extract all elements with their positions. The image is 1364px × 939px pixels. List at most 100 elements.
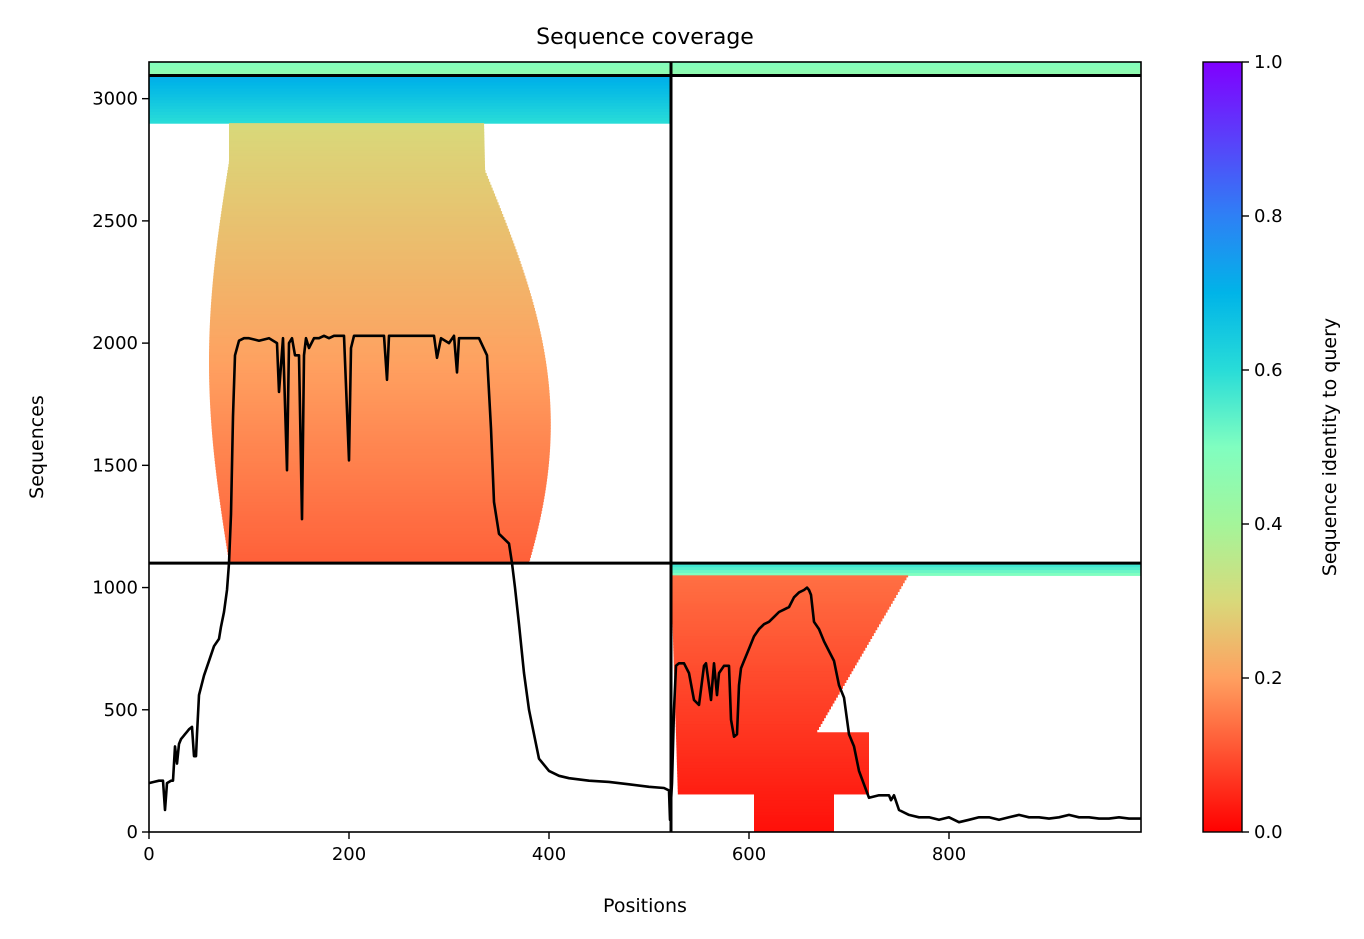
y-tick-label: 3000	[92, 89, 138, 110]
coverage-row	[213, 451, 550, 456]
coverage-row	[676, 764, 869, 769]
coverage-row	[213, 445, 551, 450]
coverage-row	[215, 255, 519, 259]
coverage-row	[221, 513, 542, 517]
coverage-row	[754, 802, 834, 807]
coverage-row	[212, 281, 528, 286]
coverage-row	[210, 316, 538, 321]
coverage-row	[672, 623, 879, 628]
coverage-row	[149, 111, 671, 115]
coverage-row	[225, 181, 491, 186]
coverage-row	[223, 527, 538, 532]
coverage-row	[676, 749, 869, 754]
coverage-row	[677, 779, 869, 783]
coverage-row	[671, 579, 905, 584]
x-tick-label: 600	[732, 844, 766, 865]
coverage-row	[210, 404, 551, 409]
coverage-row	[222, 516, 541, 520]
coverage-row	[211, 422, 551, 426]
coverage-row	[210, 319, 538, 324]
coverage-row	[671, 576, 907, 581]
coverage-row	[209, 337, 542, 341]
coverage-row	[754, 805, 834, 810]
coverage-row	[223, 522, 540, 526]
coverage-row	[215, 469, 549, 473]
coverage-row	[754, 820, 834, 824]
coverage-row	[219, 225, 508, 230]
coverage-row	[218, 486, 546, 491]
coverage-row	[671, 572, 1141, 576]
coverage-row	[210, 304, 535, 309]
coverage-row	[221, 510, 542, 514]
coverage-row	[675, 723, 821, 727]
coverage-row	[226, 178, 490, 183]
coverage-row	[225, 539, 535, 544]
coverage-block-paired	[149, 62, 1141, 77]
coverage-row	[224, 190, 494, 195]
coverage-row	[209, 395, 550, 400]
coverage-row	[149, 108, 671, 112]
coverage-row	[149, 79, 671, 83]
coverage-row	[209, 363, 547, 368]
coverage-row	[211, 425, 551, 429]
coverage-row	[228, 554, 531, 558]
coverage-row	[673, 647, 866, 651]
coverage-row	[676, 758, 869, 763]
coverage-row	[209, 360, 547, 365]
coverage-row	[213, 272, 525, 277]
coverage-row	[223, 196, 497, 200]
coverage-row	[677, 773, 869, 777]
colorbar-tick-label: 0.8	[1254, 206, 1283, 227]
coverage-row	[214, 263, 522, 268]
coverage-row	[210, 313, 537, 318]
coverage-row	[673, 656, 861, 660]
coverage-row	[210, 416, 551, 420]
coverage-row	[212, 287, 530, 291]
coverage-row	[671, 575, 909, 578]
coverage-row	[671, 566, 1141, 571]
coverage-row	[675, 726, 819, 730]
coverage-row	[675, 720, 823, 725]
coverage-row	[222, 205, 500, 209]
coverage-row	[214, 457, 550, 462]
coverage-row	[217, 237, 513, 242]
coverage-row	[149, 99, 671, 104]
coverage-row	[210, 410, 551, 415]
x-tick-label: 200	[332, 844, 366, 865]
colorbar-tick-label: 0.6	[1254, 360, 1283, 381]
coverage-row	[754, 814, 834, 818]
coverage-row	[229, 131, 485, 136]
coverage-row	[674, 694, 838, 698]
coverage-row	[209, 331, 541, 335]
coverage-row	[209, 322, 539, 327]
coverage-row	[216, 243, 515, 247]
coverage-row	[218, 228, 509, 233]
coverage-row	[677, 790, 869, 795]
coverage-row	[149, 69, 1141, 74]
coverage-row	[215, 463, 549, 467]
coverage-row	[673, 658, 859, 663]
coverage-row	[210, 407, 551, 412]
coverage-row	[226, 172, 487, 177]
coverage-row	[217, 483, 547, 488]
coverage-row	[209, 343, 544, 347]
coverage-row	[149, 66, 1141, 71]
coverage-row	[229, 152, 485, 156]
coverage-row	[229, 140, 485, 145]
coverage-row	[675, 702, 833, 707]
coverage-row	[674, 688, 842, 692]
coverage-row	[754, 817, 834, 821]
y-tick-label: 1500	[92, 455, 138, 476]
coverage-row	[212, 431, 551, 435]
x-axis-label: Positions	[603, 895, 687, 917]
coverage-row	[229, 123, 485, 127]
coverage-row	[221, 211, 503, 215]
coverage-row	[675, 708, 830, 713]
coverage-row	[676, 761, 869, 766]
coverage-row	[672, 629, 876, 634]
coverage-row	[672, 614, 885, 619]
coverage-row	[754, 826, 834, 830]
coverage-row	[675, 711, 828, 716]
coverage-row	[673, 664, 855, 669]
coverage-row	[674, 676, 849, 681]
